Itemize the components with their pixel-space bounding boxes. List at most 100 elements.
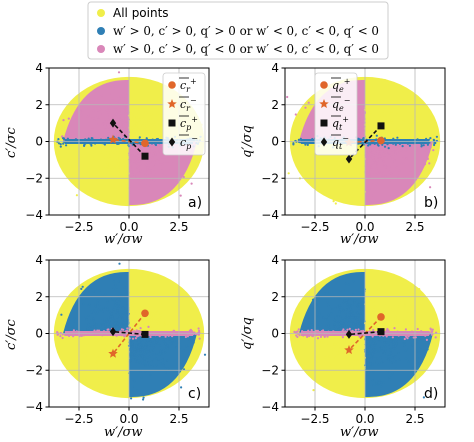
scatter-point [335,320,338,323]
scatter-point [399,107,402,110]
scatter-point [392,130,395,133]
scatter-point [371,342,374,345]
scatter-point [317,168,320,171]
scatter-point [132,351,135,354]
scatter-point [365,169,368,172]
scatter-point [108,149,111,152]
scatter-point [154,113,157,116]
scatter-point-band [396,331,399,334]
scatter-point [134,348,137,351]
scatter-point [354,338,357,341]
scatter-point [135,161,138,164]
scatter-point-band [396,141,399,144]
scatter-point-band [160,333,163,336]
scatter-point [382,308,385,311]
scatter-point [358,154,361,157]
scatter-point [402,128,405,131]
scatter-point [385,150,388,153]
scatter-point [106,161,109,164]
scatter-point [122,356,125,359]
scatter-point [118,133,121,136]
scatter-point [378,179,381,183]
scatter-point [164,339,167,342]
panel-a-xlabel: w′/σw [104,232,142,247]
scatter-point-band [133,330,136,333]
scatter-point [109,128,112,131]
scatter-point [382,135,385,138]
scatter-point [149,171,152,174]
scatter-point [335,345,338,348]
scatter-point [108,107,111,110]
scatter-point [134,91,137,94]
scatter-point [146,91,149,94]
scatter-point [385,357,388,360]
scatter-point [356,320,360,323]
x-tick-label: 2.5 [405,412,424,426]
scatter-point-band [391,333,394,336]
scatter-point-band [397,334,400,337]
scatter-point [337,352,340,355]
scatter-point [81,351,84,355]
scatter-point [370,324,373,327]
scatter-point [395,179,398,183]
scatter-point [408,316,411,319]
scatter-point [358,322,361,325]
scatter-point [153,130,157,133]
scatter-point [154,158,157,161]
scatter-point [423,321,426,325]
scatter-point [124,164,127,167]
scatter-point [139,303,143,306]
scatter-point [353,326,356,329]
scatter-point [388,113,391,116]
scatter-point [192,341,195,344]
scatter-point [104,149,107,152]
scatter-point [352,174,355,177]
scatter-point [81,367,84,370]
scatter-point [95,161,99,164]
scatter-point [343,363,346,366]
scatter-point [119,370,122,373]
scatter-point [96,116,99,119]
scatter-point [108,356,111,359]
scatter-point [108,319,111,322]
scatter-point-band [340,334,343,337]
scatter-point [84,171,87,174]
scatter-point [147,135,150,138]
scatter-point [89,184,92,187]
scatter-point [398,126,401,129]
scatter-point [361,167,364,170]
scatter-point [338,322,341,326]
scatter-point [371,149,374,152]
scatter-point [129,164,132,167]
scatter-point-band [311,137,314,141]
scatter-point [187,337,190,341]
scatter-point [131,310,134,313]
scatter-point [389,193,392,196]
scatter-point [130,357,133,360]
scatter-point [384,123,387,126]
scatter-point-band [88,141,91,144]
y-tick-label: −4 [261,208,279,222]
scatter-point [94,131,97,135]
scatter-point [347,324,350,327]
scatter-point [329,159,332,162]
scatter-point [323,292,326,295]
scatter-point [390,136,393,139]
scatter-point [117,164,120,167]
scatter-point [100,151,103,154]
y-tick-label: 4 [271,61,279,75]
scatter-point [121,350,125,354]
scatter-point [136,318,139,321]
scatter-point [374,155,377,158]
scatter-point [358,307,361,310]
scatter-point [116,157,119,160]
scatter-point [360,160,364,163]
scatter-point [389,347,393,350]
scatter-point [344,174,347,178]
scatter-point [400,147,403,150]
scatter-point [350,186,353,189]
scatter-point-band [59,145,62,148]
scatter-point [317,166,321,169]
scatter-point [411,344,414,347]
